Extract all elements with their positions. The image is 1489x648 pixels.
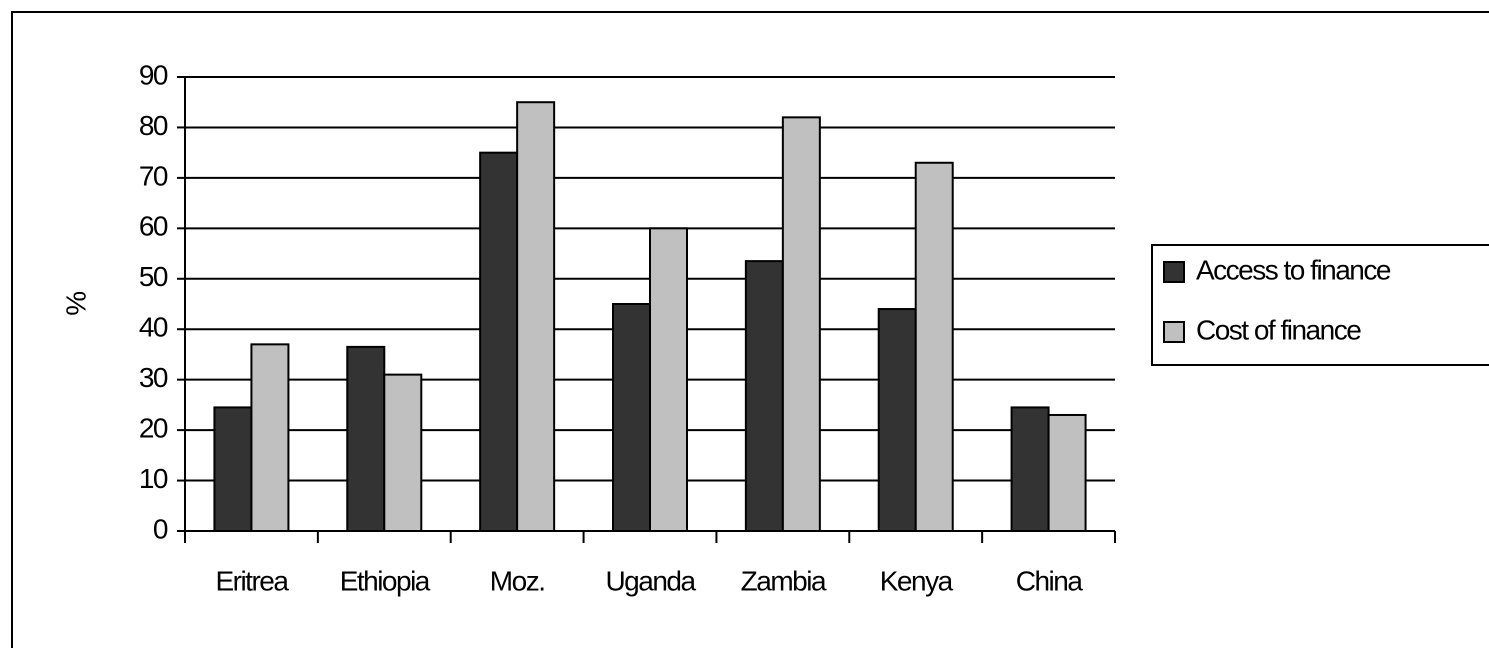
bar [1047, 413, 1087, 533]
y-tick-label: 60 [139, 211, 168, 242]
legend-label: Cost of finance [1196, 314, 1361, 345]
x-tick-label: Uganda [605, 565, 696, 596]
y-tick-label: 90 [139, 59, 168, 90]
y-tick-label: 40 [139, 312, 168, 343]
bar [914, 161, 954, 532]
bar [346, 345, 386, 532]
legend-label: Access to finance [1196, 254, 1391, 285]
x-tick-label: Ethiopia [340, 565, 431, 596]
x-tick-label: Zambia [741, 565, 827, 596]
bar [516, 101, 556, 532]
bar [213, 406, 253, 532]
bar [744, 260, 784, 532]
x-tick-label: Moz. [490, 565, 545, 596]
bar [1010, 406, 1050, 532]
y-axis-label: % [60, 292, 91, 316]
y-tick-label: 10 [139, 463, 168, 494]
bar [781, 116, 821, 532]
bar [612, 303, 651, 532]
legend-swatch [1163, 321, 1185, 343]
bar [383, 373, 423, 532]
bar [877, 308, 917, 532]
y-tick-label: 20 [139, 413, 168, 444]
chart-border [11, 11, 1489, 648]
x-tick-label: Kenya [880, 565, 954, 596]
y-tick-label: 30 [139, 362, 168, 393]
bar [479, 151, 519, 533]
x-tick-label: Eritrea [215, 565, 289, 596]
y-tick-label: 0 [153, 513, 168, 544]
y-tick-label: 70 [139, 160, 168, 191]
y-tick-label: 80 [139, 110, 168, 141]
legend-box [1151, 244, 1489, 366]
y-tick-label: 50 [139, 261, 168, 292]
bar [649, 227, 688, 532]
x-tick-label: China [1016, 565, 1084, 596]
bar [250, 343, 290, 532]
legend-swatch [1163, 261, 1185, 283]
